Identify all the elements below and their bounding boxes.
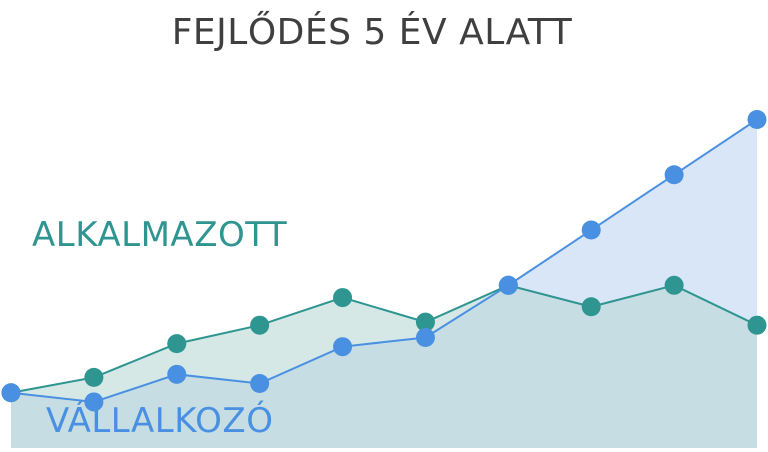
series-line-alkalmazott (10, 284, 758, 394)
data-point-alkalmazott (167, 334, 187, 354)
data-point-alkalmazott (250, 315, 270, 335)
chart-title: FEJLŐDÉS 5 ÉV ALATT (172, 11, 573, 53)
data-point-vallalkozo (581, 220, 601, 240)
data-point-alkalmazott (84, 367, 104, 387)
data-point-vallalkozo (498, 275, 518, 295)
data-point-vallalkozo (747, 110, 767, 130)
area-fill-alkalmazott (11, 285, 757, 448)
series-lines (10, 118, 758, 403)
data-point-vallalkozo (167, 364, 187, 384)
data-point-vallalkozo (333, 337, 353, 357)
data-point-alkalmazott (581, 297, 601, 317)
data-point-vallalkozo (1, 383, 21, 403)
data-point-vallalkozo (664, 165, 684, 185)
series-label-vallalkozo: VÁLLALKOZÓ (46, 400, 273, 441)
data-point-alkalmazott (333, 288, 353, 308)
series-label-alkalmazott: ALKALMAZOTT (32, 215, 287, 255)
series-line-vallalkozo (10, 118, 758, 403)
data-point-vallalkozo (84, 392, 104, 412)
data-point-alkalmazott (415, 312, 435, 332)
data-point-vallalkozo (250, 374, 270, 394)
data-point-alkalmazott (664, 275, 684, 295)
data-point-vallalkozo (415, 327, 435, 347)
data-point-alkalmazott (747, 315, 767, 335)
area-fills (11, 119, 757, 448)
data-points (1, 110, 767, 412)
